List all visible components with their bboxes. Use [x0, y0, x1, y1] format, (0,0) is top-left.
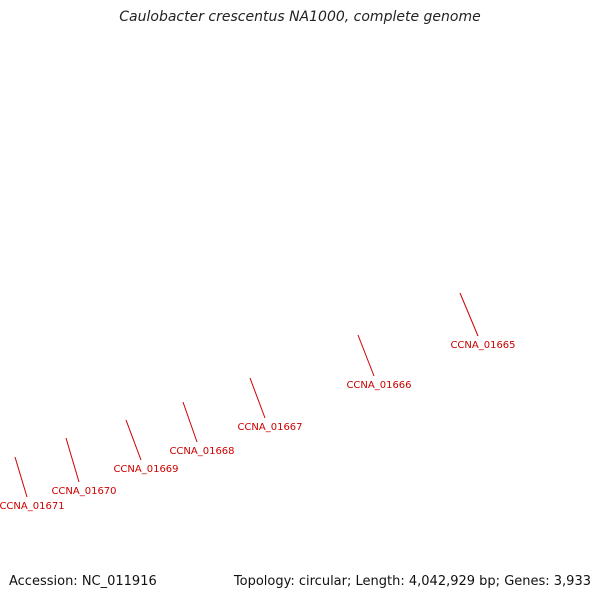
gene-label-texts: CCNA_01665 CCNA_01666 CCNA_01667 CCNA_01668… [0, 340, 516, 512]
gene-label: CCNA_01666 [346, 380, 411, 391]
gene-label: CCNA_01670 [51, 486, 116, 497]
gene-label: CCNA_01667 [237, 422, 302, 433]
gene-count: Genes: 3,933 [504, 574, 591, 589]
gene-label-line [182, 401, 198, 443]
gene-label-line [14, 456, 28, 498]
map-title: Caulobacter crescentus NA1000, complete … [119, 9, 481, 25]
gene-label-line [357, 334, 375, 377]
gene-label-line [125, 419, 142, 461]
gene-label-line [459, 292, 479, 337]
gene-label: CCNA_01668 [169, 446, 234, 457]
genome-summary: Topology: circular; Length: 4,042,929 bp… [234, 574, 591, 589]
gene-label-line [249, 377, 266, 419]
gene-label-line [65, 437, 80, 483]
accession: Accession: NC_011916 [9, 574, 157, 589]
gene-label: CCNA_01665 [450, 340, 515, 351]
topology: Topology: circular; [233, 574, 352, 589]
gene-label: CCNA_01671 [0, 501, 65, 512]
gene-label: CCNA_01669 [113, 464, 178, 475]
gene-label-lines [14, 292, 479, 498]
length: Length: 4,042,929 bp; [355, 574, 501, 589]
